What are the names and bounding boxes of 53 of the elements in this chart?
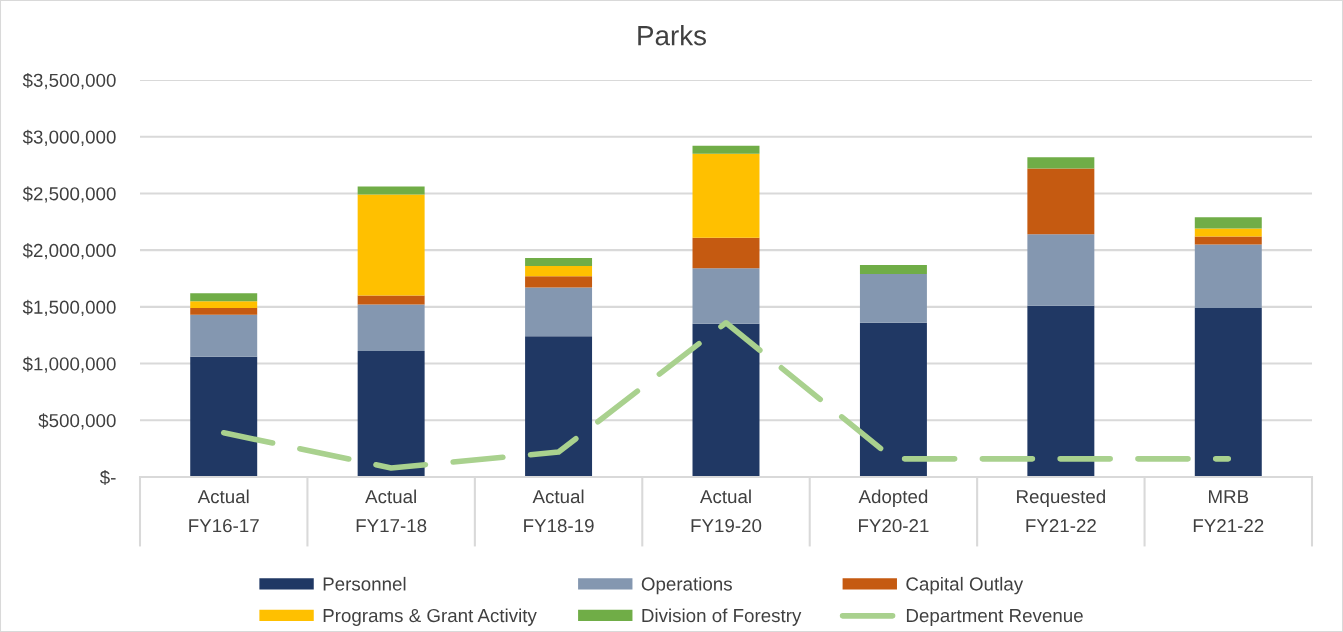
x-tick-label: Adopted FY20-21 bbox=[858, 489, 929, 533]
bar bbox=[357, 295, 425, 305]
bar bbox=[357, 351, 425, 477]
legend-label: Division of Forestry bbox=[642, 608, 802, 626]
legend-label: Department Revenue bbox=[906, 609, 1083, 626]
bar bbox=[357, 194, 425, 296]
x-tick-label: Actual FY18-19 bbox=[524, 489, 594, 533]
bar bbox=[525, 276, 593, 288]
legend-label: Personnel bbox=[323, 576, 406, 591]
x-tick-label: Actual FY19-20 bbox=[691, 489, 762, 533]
y-tick-label: $1,000,000 bbox=[22, 356, 116, 373]
bar bbox=[357, 186, 425, 195]
x-tick-label: Requested FY21-22 bbox=[1017, 489, 1105, 533]
bar bbox=[190, 301, 258, 308]
bar bbox=[190, 307, 258, 315]
y-tick-label: $500,000 bbox=[38, 413, 116, 430]
x-tick-label: Actual FY17-18 bbox=[356, 489, 427, 533]
bar bbox=[859, 264, 927, 274]
legend-label: Operations bbox=[641, 576, 732, 595]
bar bbox=[692, 268, 760, 324]
bar bbox=[525, 266, 593, 277]
bar bbox=[692, 145, 760, 154]
bar bbox=[1027, 234, 1095, 306]
y-tick-label: $1,500,000 bbox=[22, 299, 116, 317]
bar bbox=[1027, 157, 1095, 169]
bar bbox=[692, 153, 760, 238]
legend-label: Capital Outlay bbox=[906, 576, 1024, 595]
bar bbox=[190, 356, 258, 477]
y-tick-label: $3,500,000 bbox=[22, 72, 116, 90]
y-tick-label: $2,000,000 bbox=[22, 243, 116, 260]
bar bbox=[1194, 307, 1262, 477]
bar bbox=[190, 314, 258, 357]
chart-title: Parks bbox=[638, 25, 706, 46]
legend-label: Programs & Grant Activity bbox=[323, 608, 537, 626]
bar bbox=[692, 237, 760, 269]
bar bbox=[525, 258, 593, 267]
bar bbox=[1027, 168, 1095, 235]
y-tick-label: $- bbox=[99, 469, 116, 486]
bar bbox=[1194, 228, 1262, 237]
bar bbox=[525, 336, 593, 477]
bar bbox=[1194, 244, 1262, 308]
bar bbox=[692, 323, 760, 477]
bar bbox=[859, 322, 927, 477]
bar bbox=[357, 304, 425, 352]
y-tick-label: $3,000,000 bbox=[22, 129, 116, 146]
bar bbox=[1027, 305, 1095, 477]
bar bbox=[859, 273, 927, 323]
y-tick-label: $2,500,000 bbox=[22, 186, 116, 203]
bar bbox=[1194, 217, 1262, 229]
x-tick-label: MRB FY21-22 bbox=[1193, 490, 1264, 533]
bar bbox=[525, 287, 593, 337]
bar bbox=[190, 293, 258, 302]
x-tick-label: Actual FY16-17 bbox=[189, 489, 259, 533]
